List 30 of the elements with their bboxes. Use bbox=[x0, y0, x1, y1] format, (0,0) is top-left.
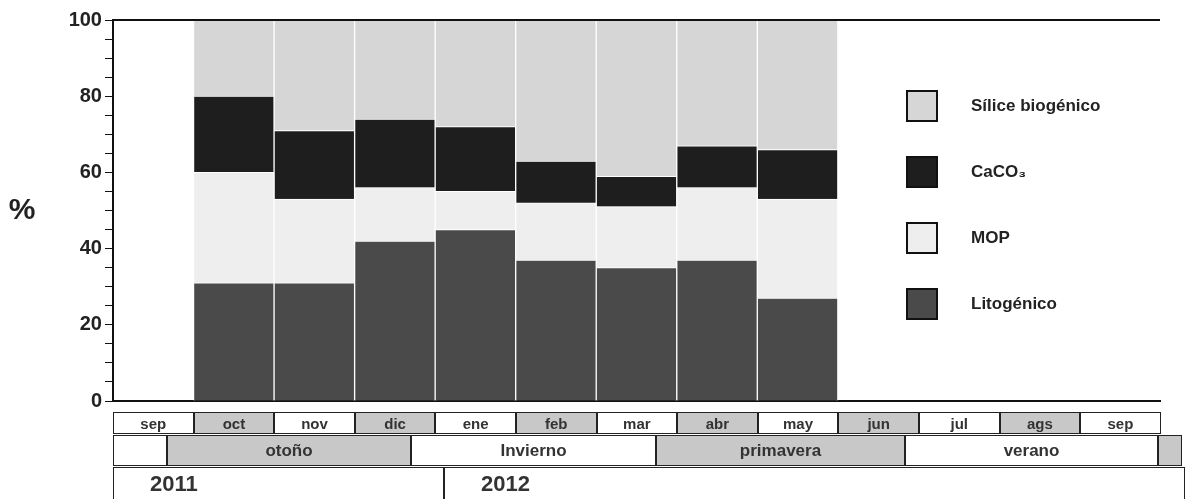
legend-label: Litogénico bbox=[971, 293, 1057, 313]
text: jun bbox=[838, 412, 919, 434]
legend-label: Sílice biogénico bbox=[971, 95, 1101, 115]
y-tick-label: 20 bbox=[79, 312, 102, 335]
text: otoño bbox=[167, 435, 411, 466]
text: may bbox=[757, 412, 839, 434]
text: Invierno bbox=[411, 435, 656, 466]
y-tick-label: 40 bbox=[79, 236, 102, 259]
text: primavera bbox=[656, 435, 905, 466]
text: verano bbox=[905, 435, 1158, 466]
text: jul bbox=[918, 412, 1000, 434]
text: sep bbox=[1080, 412, 1161, 434]
text: mar bbox=[596, 412, 678, 434]
text: nov bbox=[274, 412, 355, 434]
y-tick-label: 100 bbox=[68, 7, 102, 30]
legend-label: CaCO₃ bbox=[971, 161, 1027, 181]
text: dic bbox=[354, 412, 436, 434]
text: feb bbox=[515, 412, 597, 434]
text: oct bbox=[193, 412, 275, 434]
text: 2012 bbox=[444, 467, 1185, 499]
y-tick-label: 80 bbox=[79, 83, 102, 106]
text: abr bbox=[677, 412, 758, 434]
y-tick-label: 0 bbox=[90, 388, 102, 411]
legend-label: MOP bbox=[971, 227, 1010, 247]
text: 2011 bbox=[113, 467, 444, 499]
text: ags bbox=[999, 412, 1081, 434]
y-tick-label: 60 bbox=[79, 159, 102, 182]
text: ene bbox=[435, 412, 516, 434]
y-axis-title: % bbox=[8, 191, 36, 225]
text: sep bbox=[113, 412, 194, 434]
